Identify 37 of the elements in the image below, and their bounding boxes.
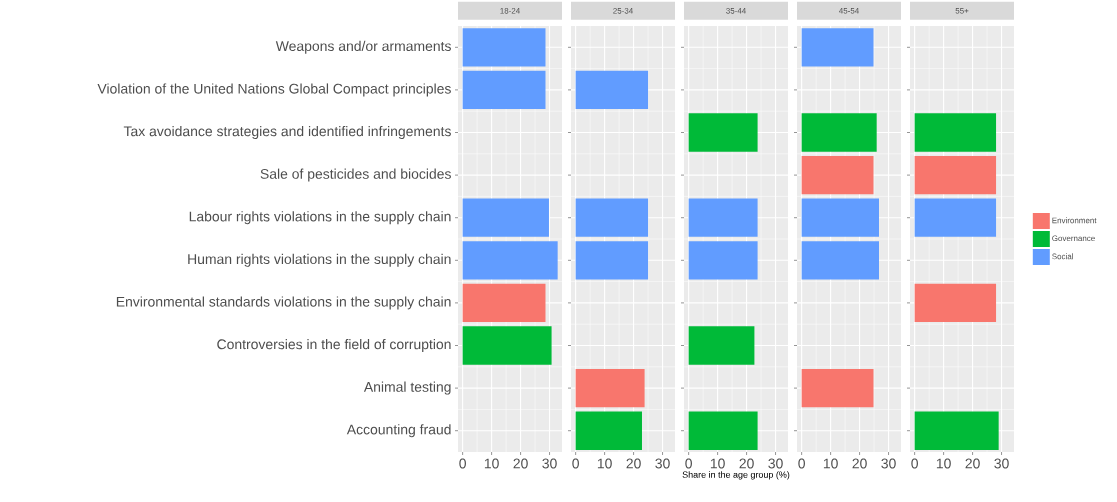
y-tick-label: Sale of pesticides and biocides — [260, 168, 451, 182]
x-tick-label: 10 — [710, 458, 725, 469]
y-tick-label: Controversies in the field of corruption — [217, 339, 451, 352]
x-tick-label: 10 — [597, 458, 612, 469]
x-tick-label: 20 — [739, 458, 754, 469]
x-tick-label: 30 — [768, 458, 783, 469]
y-tick-label: Tax avoidance strategies and identified infringements — [123, 126, 451, 139]
y-tick-label: Environmental standards violations in the supply chain — [116, 296, 451, 310]
x-tick-label: 20 — [626, 458, 641, 469]
x-tick-label: 0 — [459, 458, 466, 469]
y-tick-label: Weapons and/or armaments — [275, 40, 451, 54]
bar — [462, 70, 546, 110]
x-tick-label: 0 — [798, 458, 805, 469]
x-tick-label: 30 — [881, 458, 896, 469]
bar — [462, 283, 546, 323]
x-tick-label: 0 — [685, 458, 692, 469]
bar — [462, 198, 549, 237]
y-tick-label: Animal testing — [363, 381, 451, 395]
x-tick-label: 0 — [572, 458, 579, 469]
y-tick-label: Violation of the United Nations Global Compact principles — [97, 83, 451, 97]
x-tick-label: 30 — [994, 458, 1009, 469]
x-tick-label: 30 — [542, 458, 557, 469]
y-tick-label: Labour rights violations in the supply chain — [189, 211, 451, 225]
x-tick-label: 10 — [484, 458, 499, 469]
x-tick-label: 0 — [911, 458, 918, 469]
bar — [462, 28, 546, 67]
x-tick-label: 20 — [513, 458, 528, 469]
x-tick-label: 10 — [936, 458, 951, 469]
x-tick-label: 30 — [655, 458, 670, 469]
x-tick-label: 10 — [823, 458, 838, 469]
bar — [462, 326, 552, 365]
x-axis-title: Share in the age group (%) — [682, 471, 790, 480]
y-tick-label: Human rights violations in the supply chain — [188, 253, 451, 267]
y-tick-label: Accounting fraud — [346, 424, 451, 438]
x-tick-label: 20 — [965, 458, 980, 469]
bar — [462, 241, 558, 280]
x-tick-label: 20 — [852, 458, 867, 469]
